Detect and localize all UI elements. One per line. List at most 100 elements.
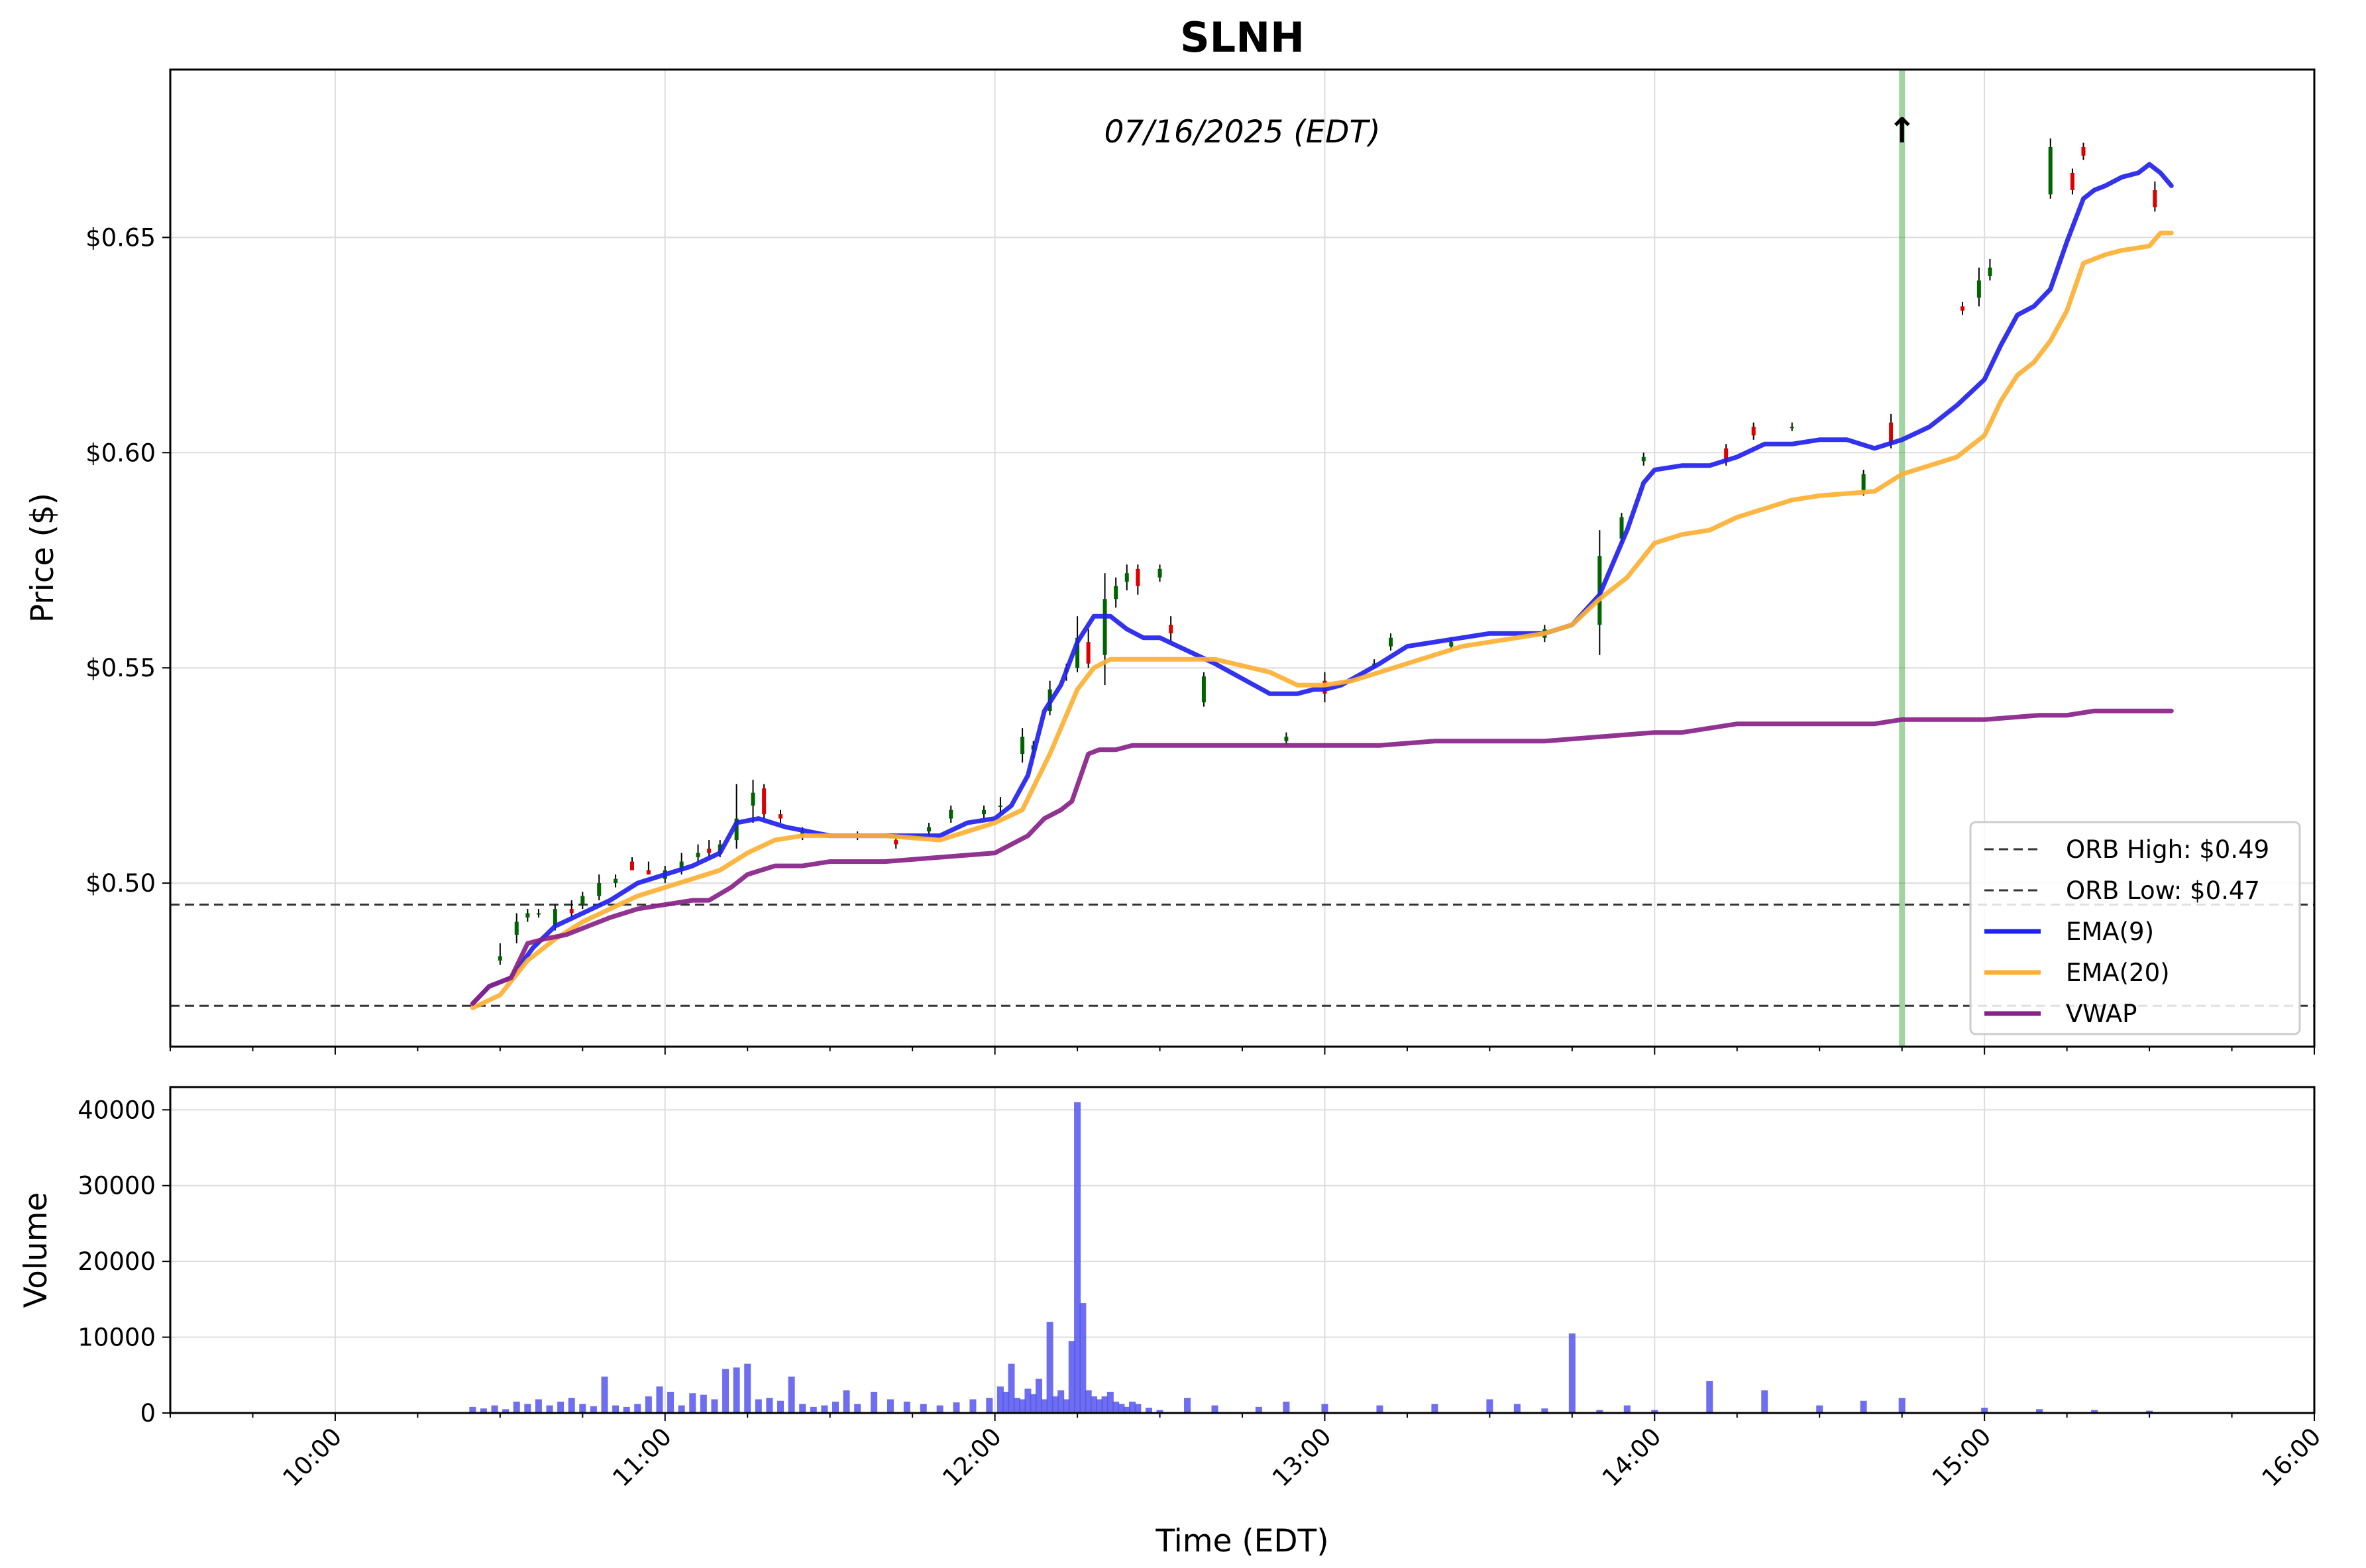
candle-body [679, 861, 684, 870]
volume-bar-55 [1057, 1390, 1065, 1413]
candle-32 [1086, 629, 1091, 668]
series-ema-9- [470, 162, 2174, 1006]
indicator-lines [470, 162, 2174, 1010]
series-ema-20- [470, 231, 2174, 1010]
volume-bar-51 [1035, 1379, 1042, 1413]
candle-3 [536, 909, 541, 918]
candle-body [1751, 427, 1756, 436]
volume-bar-58 [1074, 1102, 1081, 1413]
volume-bar-29 [788, 1377, 795, 1413]
volume-bar-71 [1156, 1410, 1163, 1413]
price-axis-label: Price ($) [25, 493, 61, 623]
candle-43 [1389, 633, 1393, 651]
candle-body [646, 870, 651, 875]
volume-bar-13 [612, 1405, 619, 1413]
candle-body [779, 814, 783, 819]
price-ytick-label-3: $0.65 [85, 223, 156, 252]
candle-16 [734, 784, 739, 849]
volume-bar-66 [1118, 1404, 1125, 1413]
candle-body [894, 840, 898, 845]
signal-layer: ↑ [1888, 70, 1916, 1047]
volume-bar-91 [1981, 1407, 1988, 1413]
volume-bar-50 [1030, 1394, 1037, 1413]
candle-7 [597, 874, 602, 901]
time-axis-label: Time (EDT) [1155, 1523, 1328, 1559]
candle-body [1724, 448, 1729, 462]
candle-body [998, 806, 1002, 808]
volume-bar-87 [1761, 1390, 1768, 1413]
volume-bar-36 [871, 1391, 878, 1413]
volume-bar-17 [656, 1386, 663, 1413]
volume-bar-24 [733, 1367, 740, 1413]
volume-bar-48 [1019, 1399, 1026, 1413]
candle-10 [646, 861, 651, 875]
candle-59 [2081, 142, 2086, 160]
volume-bar-37 [887, 1399, 894, 1413]
candle-body [1114, 586, 1118, 600]
candle-body [1960, 306, 1964, 311]
candle-body [762, 788, 767, 815]
volume-bar-49 [1024, 1388, 1032, 1413]
volume-axis-label: Volume [18, 1192, 54, 1308]
candle-24 [949, 806, 953, 823]
candle-body [597, 883, 602, 896]
candle-body [696, 853, 700, 858]
volume-bar-79 [1486, 1399, 1493, 1413]
volume-bar-15 [634, 1404, 641, 1413]
volume-bar-92 [2036, 1409, 2043, 1413]
volume-bars [469, 1102, 2153, 1413]
volume-bar-5 [524, 1404, 531, 1413]
candle-57 [2048, 138, 2053, 199]
candle-58 [2070, 168, 2074, 195]
candle-1 [514, 913, 519, 944]
candle-51 [1790, 422, 1794, 431]
volume-bar-68 [1129, 1401, 1136, 1413]
candle-6 [580, 892, 585, 910]
volume-bar-43 [986, 1398, 993, 1413]
candle-body [1284, 737, 1289, 741]
price-y-ticks: $0.50 $0.55 $0.60 $0.65 [85, 223, 170, 898]
candle-body [1389, 637, 1393, 647]
orb-lines [170, 904, 2314, 1007]
candle-17 [751, 780, 755, 823]
volume-bar-73 [1211, 1405, 1218, 1413]
volume-bar-90 [1898, 1398, 1906, 1413]
candle-27 [1020, 728, 1025, 763]
volume-bar-41 [953, 1402, 960, 1413]
volume-bar-46 [1008, 1363, 1015, 1413]
candle-body [1086, 642, 1091, 664]
volume-bar-45 [1002, 1391, 1010, 1413]
volume-bar-21 [700, 1394, 707, 1413]
volume-bar-47 [1013, 1398, 1020, 1413]
volume-bar-63 [1101, 1396, 1108, 1413]
price-ytick-label-1: $0.55 [85, 654, 156, 682]
candle-14 [707, 840, 712, 858]
volume-bar-32 [821, 1405, 828, 1413]
candle-body [751, 792, 755, 806]
candle-body [2070, 172, 2074, 190]
candle-36 [1136, 564, 1140, 595]
price-ytick-label-0: $0.50 [85, 869, 156, 898]
candle-body [707, 849, 712, 853]
candle-body [1861, 474, 1866, 492]
legend-entry-1: ORB Low: $0.47 [1984, 876, 2260, 905]
volume-bar-60 [1085, 1390, 1092, 1413]
candle-48 [1641, 452, 1646, 466]
volume-bar-76 [1321, 1404, 1328, 1413]
candle-body [1020, 737, 1025, 755]
candle-5 [569, 900, 574, 918]
chart-title: SLNH [1180, 13, 1305, 62]
volume-bar-57 [1068, 1341, 1075, 1413]
volume-bar-2 [491, 1405, 498, 1413]
volume-bar-62 [1096, 1399, 1103, 1413]
candle-13 [696, 844, 700, 862]
volume-bar-74 [1255, 1406, 1262, 1413]
volume-bar-12 [601, 1377, 608, 1413]
volume-bar-82 [1568, 1333, 1576, 1413]
series-vwap [470, 708, 2174, 1006]
legend-label: EMA(9) [2066, 917, 2154, 946]
volume-bar-25 [744, 1363, 751, 1413]
volume-bar-27 [766, 1398, 773, 1413]
candle-body [1619, 517, 1624, 539]
candle-18 [762, 784, 767, 819]
